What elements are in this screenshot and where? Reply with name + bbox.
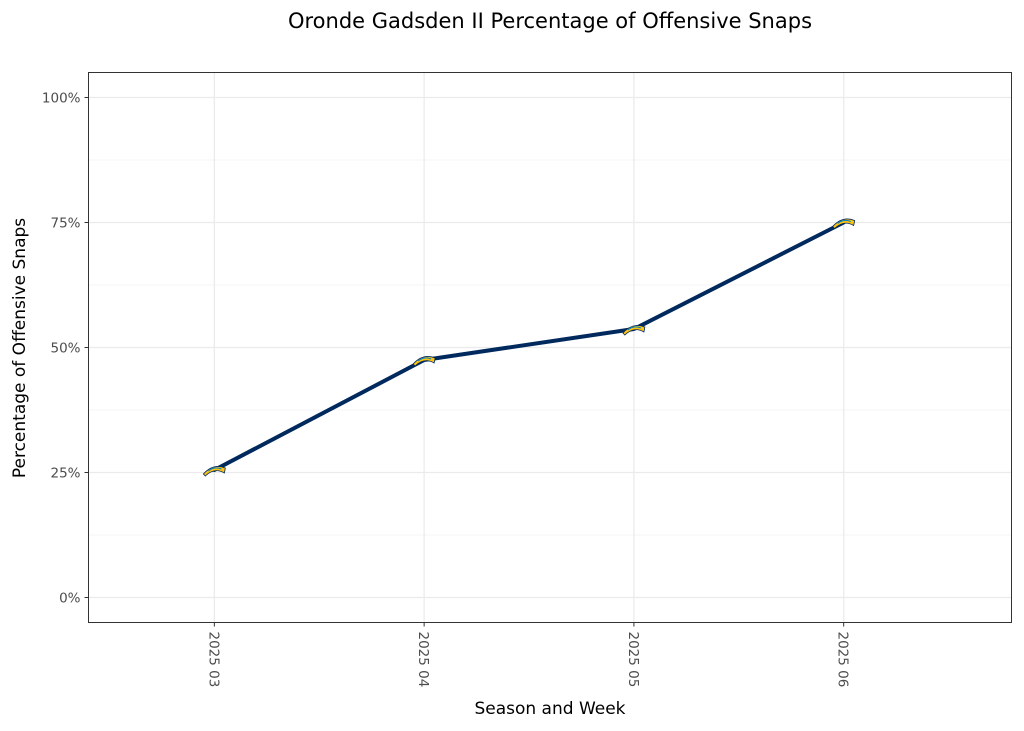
chargers-bolt-icon [622, 325, 646, 336]
chargers-bolt-icon [202, 466, 226, 477]
series-line-group [212, 220, 846, 472]
x-axis: 2025 03 2025 04 2025 05 2025 06 [205, 622, 851, 688]
x-tick-label: 2025 05 [625, 632, 641, 688]
y-axis: 0% 25% 50% 75% 100% [42, 91, 89, 607]
chargers-bolt-icon [412, 356, 436, 367]
y-tick-label: 50% [50, 341, 80, 357]
series-line [212, 220, 846, 472]
x-axis-title: Season and Week [474, 699, 625, 719]
x-tick-label: 2025 03 [205, 632, 221, 688]
y-tick-label: 75% [50, 216, 80, 232]
y-tick-label: 100% [42, 91, 81, 107]
marker-group [202, 218, 856, 477]
x-tick-label: 2025 04 [415, 632, 431, 688]
bolt-accent [208, 467, 222, 472]
y-tick-label: 0% [59, 591, 81, 607]
chart-title: Oronde Gadsden II Percentage of Offensiv… [288, 9, 812, 33]
x-tick-label: 2025 06 [835, 632, 851, 688]
y-axis-title: Percentage of Offensive Snaps [10, 218, 30, 478]
chargers-bolt-icon [832, 218, 856, 230]
bolt-accent [417, 357, 432, 362]
bolt-accent [837, 219, 851, 224]
y-tick-label: 25% [50, 466, 80, 482]
bolt-accent [627, 326, 642, 331]
grid-lines [88, 72, 1012, 623]
